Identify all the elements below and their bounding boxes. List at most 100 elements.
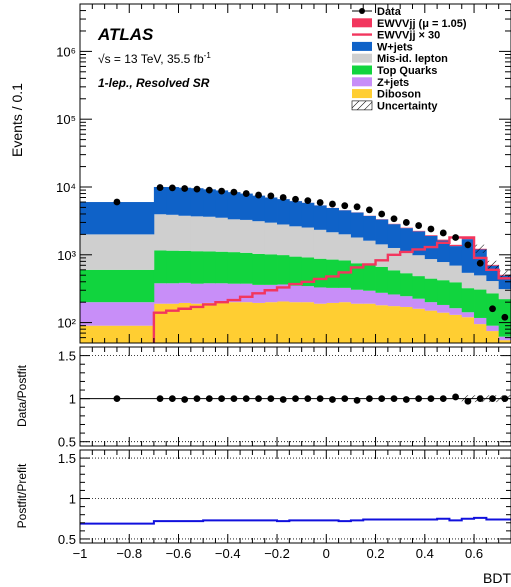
- bar-4-24: [437, 240, 450, 263]
- ytick-r1-label-1: 1: [69, 392, 76, 407]
- bar-1-3: [178, 282, 192, 303]
- energy-label: √s = 13 TeV, 35.5 fb-1: [98, 51, 211, 66]
- bar-1-14: [313, 287, 327, 304]
- xtick-label-2: −0.6: [166, 546, 192, 561]
- data-point-23: [427, 225, 435, 233]
- bar-1-21: [400, 296, 413, 307]
- bar-5-24: [437, 239, 450, 241]
- bar-4-26: [461, 239, 475, 273]
- bar-2-16: [338, 260, 352, 288]
- bar-3-8: [240, 219, 253, 253]
- bar-1-13: [301, 286, 315, 303]
- bar-0-14: [313, 303, 327, 343]
- bar-3-4: [190, 216, 204, 252]
- ratio1-point-18: [365, 395, 373, 403]
- data-point-7: [230, 188, 238, 196]
- bar-2-27: [474, 289, 487, 318]
- bar-4-6: [215, 190, 229, 218]
- ratio1-point-6: [218, 395, 226, 403]
- bar-3-7: [227, 219, 241, 253]
- bar-4-22: [412, 231, 426, 256]
- ratio1-point-9: [255, 395, 262, 403]
- main-frame: [79, 3, 511, 344]
- bar-2-21: [400, 273, 413, 297]
- bar-2-4: [190, 251, 204, 284]
- data-point-3: [181, 185, 189, 192]
- bar-1-27: [474, 317, 487, 325]
- ytick-main-label-2: 10⁴: [56, 180, 76, 195]
- data-point-2: [168, 184, 176, 192]
- uncertainty-band-28: [486, 260, 499, 269]
- data-point-29: [501, 313, 509, 321]
- legend-label-6: Z+jets: [377, 77, 409, 89]
- bar-1-20: [387, 294, 401, 307]
- data-point-0: [113, 198, 121, 206]
- ratio1-point-4: [193, 395, 201, 403]
- ratio1-point-13: [304, 395, 312, 403]
- bar-3-1: [153, 214, 167, 251]
- bar-0-6: [215, 302, 229, 343]
- data-point-6: [218, 187, 226, 195]
- ratio1-point-17: [353, 396, 361, 404]
- bar-2-14: [313, 258, 327, 288]
- xtick-label-4: −0.2: [264, 546, 290, 561]
- legend-symbol-1: [352, 18, 372, 28]
- bar-2-9: [252, 253, 266, 285]
- bar-5-25: [449, 244, 463, 247]
- ratio1-ylabel: Data/Postfit: [15, 364, 29, 427]
- bar-0-17: [350, 303, 364, 343]
- bar-4-2: [166, 187, 179, 215]
- bar-1-10: [264, 284, 278, 303]
- ewvvjj-x30-line: [152, 236, 511, 343]
- data-point-11: [279, 194, 287, 201]
- bar-0-3: [178, 302, 192, 343]
- bar-1-7: [227, 283, 241, 303]
- data-point-5: [205, 186, 213, 194]
- data-point-15: [329, 200, 336, 208]
- ratio1-point-3: [181, 396, 189, 403]
- bar-3-10: [264, 222, 278, 255]
- bar-1-8: [240, 283, 253, 303]
- data-point-22: [415, 222, 423, 229]
- ratio2-ylabel: Postfit/Prefit: [15, 463, 29, 528]
- ytick-main-label-1: 10³: [57, 248, 76, 263]
- bar-3-22: [412, 255, 426, 277]
- legend-label-0: Data: [377, 6, 402, 18]
- bar-3-17: [350, 237, 364, 264]
- bar-1-23: [424, 302, 438, 311]
- ratio1-point-21: [402, 396, 410, 403]
- bar-2-6: [215, 251, 229, 284]
- legend-symbol-5: [352, 65, 372, 75]
- bar-3-19: [375, 244, 389, 267]
- bar-3-20: [387, 247, 401, 271]
- bar-1-11: [277, 284, 290, 302]
- legend-symbol-6: [352, 77, 372, 87]
- ratio1-point-23: [427, 395, 435, 403]
- bar-3-25: [449, 265, 463, 283]
- bar-1-5: [203, 283, 216, 303]
- bar-4-13: [301, 202, 315, 228]
- ytick-r1-label-0: 0.5: [58, 435, 76, 450]
- data-point-25: [452, 234, 459, 241]
- legend-symbol-3: [352, 41, 372, 51]
- bar-1-26: [461, 312, 475, 318]
- bar-2-7: [227, 252, 241, 284]
- bar-0-21: [400, 306, 413, 343]
- bar-3-13: [301, 227, 315, 258]
- bar-4-9: [252, 195, 266, 222]
- bar-0-8: [240, 302, 253, 343]
- bar-3-18: [363, 240, 376, 265]
- data-point-18: [365, 206, 373, 214]
- legend-label-7: Diboson: [377, 89, 421, 101]
- bar-0-26: [461, 317, 475, 343]
- ratio1-point-25: [452, 393, 459, 401]
- bar-0-28: [486, 331, 500, 343]
- legend-marker-0: [359, 8, 365, 14]
- ratio1-point-11: [279, 396, 287, 403]
- postfit-prefit-line: [80, 516, 511, 525]
- ytick-main-label-3: 10⁵: [56, 112, 76, 127]
- bar-4-14: [313, 205, 327, 230]
- bar-0-27: [474, 324, 487, 343]
- bar-3-24: [437, 262, 450, 281]
